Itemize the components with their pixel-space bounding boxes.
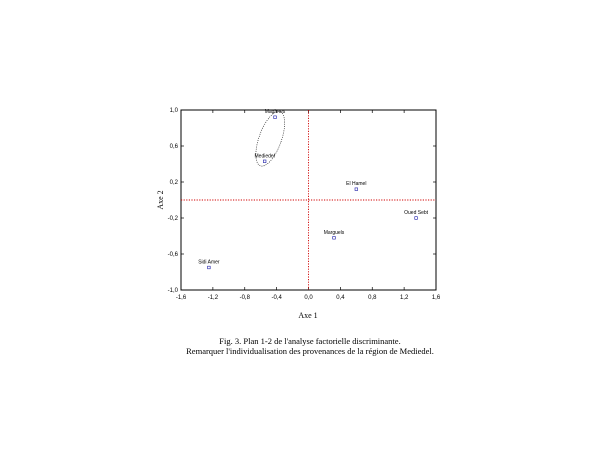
data-point (207, 265, 211, 270)
reference-lines (181, 110, 436, 290)
data-point (414, 216, 418, 220)
point-label: Mediedel (255, 153, 275, 159)
x-tick-label: 0,0 (304, 295, 313, 301)
data-point (332, 236, 336, 240)
x-tick-label: 0,8 (368, 295, 377, 301)
y-tick-label: 1,0 (170, 108, 179, 114)
point-label: Oued Sebt (404, 210, 429, 216)
x-tick-label: 1,6 (432, 295, 441, 301)
y-tick-label: 0,2 (170, 180, 179, 186)
point-label: Sidi Amer (198, 260, 220, 266)
y-axis-title: Axe 2 (156, 190, 165, 209)
group-ellipse (255, 111, 285, 167)
caption-line-2: Remarquer l'individualisation des proven… (186, 346, 434, 356)
x-tick-label: -0,8 (240, 295, 251, 301)
data-point (354, 187, 358, 191)
x-tick-label: -1,2 (208, 295, 219, 301)
y-tick-label: -0,2 (168, 216, 179, 222)
ticks-layer: -1,6 -1,2 -0,8 -0,4 0,0 0,4 0,8 1,2 1,6 -1,0 -0,6 -… (168, 108, 441, 301)
y-tick-label: -1,0 (168, 288, 179, 294)
x-tick-label: -0,4 (271, 295, 282, 301)
x-tick-label: 1,2 (400, 295, 409, 301)
points-layer: Maghnes Mediedel El Hamel Oued Sebt Marguels… (198, 109, 429, 270)
highlight-ellipse-layer (255, 111, 285, 167)
caption-line-1: Fig. 3. Plan 1-2 de l'analyse factoriell… (219, 336, 401, 346)
x-tick-label: -1,6 (176, 295, 187, 301)
x-tick-label: 0,4 (336, 295, 345, 301)
figure-caption: Fig. 3. Plan 1-2 de l'analyse factoriell… (120, 336, 500, 356)
y-tick-label: 0,6 (170, 144, 179, 150)
point-label: El Hamel (346, 181, 366, 187)
point-label: Maghnes (265, 109, 286, 115)
y-tick-label: -0,6 (168, 252, 179, 258)
point-label: Marguels (324, 230, 345, 236)
data-point (263, 159, 267, 163)
x-axis-title: Axe 1 (298, 311, 317, 320)
data-point (273, 115, 277, 119)
